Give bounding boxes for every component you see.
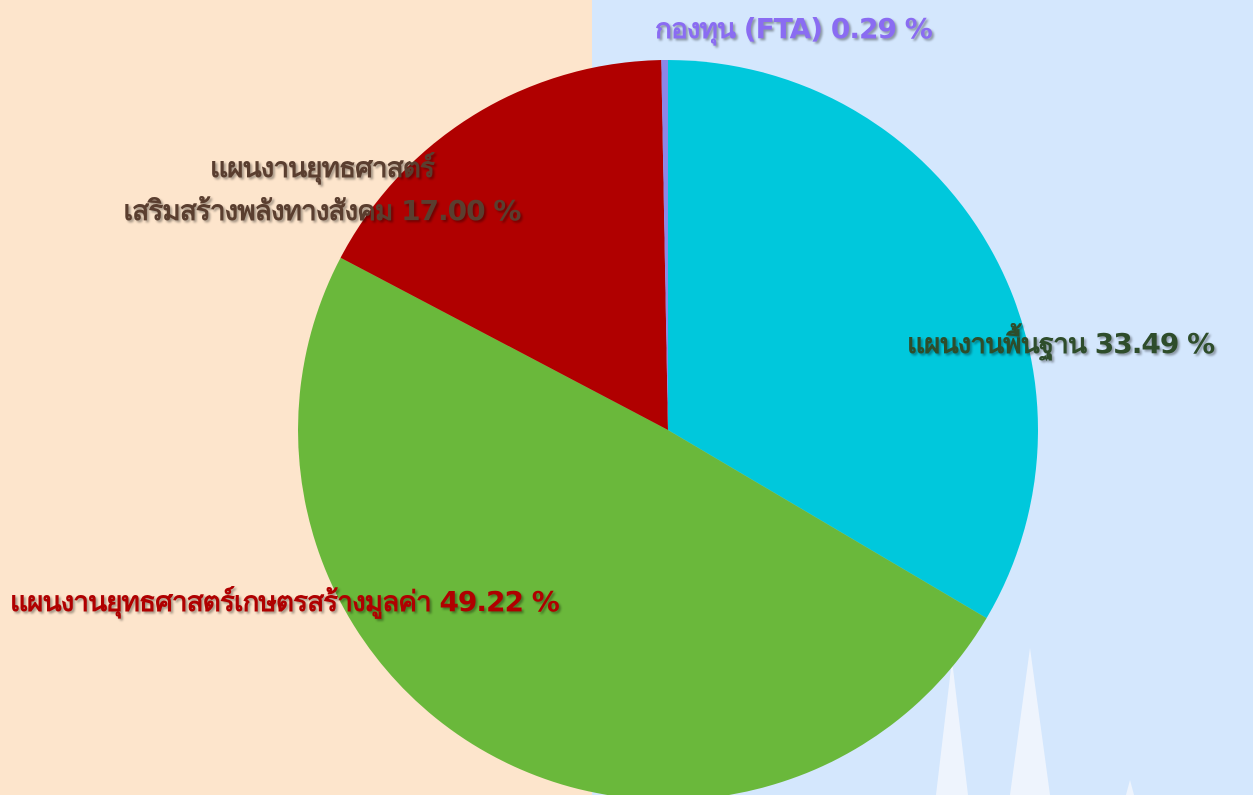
category-label: แผนงานยุทธศาสตร์เกษตรสร้างมูลค่า [10, 585, 431, 618]
category-label: แผนงานยุทธศาสตร์ เสริมสร้างพลังทางสังคม [124, 151, 434, 227]
chart-svg [0, 0, 1253, 795]
chart: แผนงานพื้นฐาน 33.49 % แผนงานยุทธศาสตร์เกษ… [0, 0, 1253, 795]
slice-label: กองทุน (FTA) 0.29 % [655, 7, 932, 50]
value-label: 0.29 % [831, 12, 932, 45]
slice-label: แผนงานพื้นฐาน 33.49 % [907, 322, 1214, 365]
category-label: แผนงานพื้นฐาน [907, 327, 1086, 360]
slice-label: แผนงานยุทธศาสตร์เกษตรสร้างมูลค่า 49.22 % [10, 580, 559, 623]
value-label: 49.22 % [439, 585, 558, 618]
value-label: 17.00 % [401, 194, 520, 227]
category-label: กองทุน (FTA) [655, 12, 822, 45]
value-label: 33.49 % [1095, 327, 1214, 360]
page: {"chart_data": {"type": "pie", "categori… [0, 0, 1253, 795]
slice-label: แผนงานยุทธศาสตร์ เสริมสร้างพลังทางสังคม … [92, 146, 552, 232]
